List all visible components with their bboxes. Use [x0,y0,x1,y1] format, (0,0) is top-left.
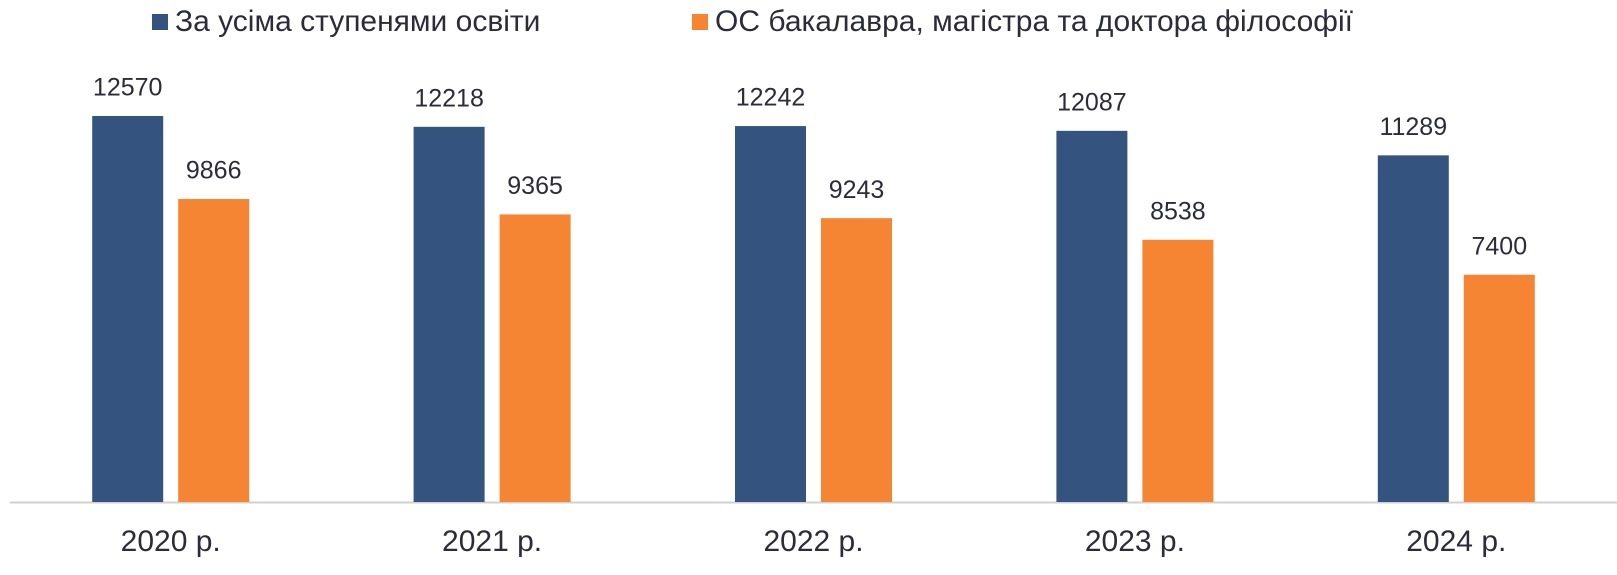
bar [92,116,164,502]
x-tick-label: 2020 р. [121,525,221,558]
bar [735,126,806,502]
bar [821,218,892,502]
data-label: 9365 [507,172,563,200]
data-label: 9243 [829,176,885,204]
legend-marker [692,14,708,30]
bar [1377,155,1449,503]
data-label: 11289 [1379,113,1447,141]
data-label: 9866 [186,157,242,185]
data-label: 8538 [1150,197,1206,225]
data-label: 12570 [93,74,163,102]
bar [1463,274,1535,502]
legend-label: За усіма ступенями освіти [175,5,540,38]
bar [413,126,485,502]
data-label: 12242 [736,84,806,112]
data-label: 7400 [1471,232,1527,260]
x-tick-label: 2021 р. [442,525,542,558]
bar [1142,239,1214,502]
legend-label: ОС бакалавра, магістра та доктора філосо… [715,5,1354,38]
x-tick-label: 2024 р. [1406,525,1506,558]
legend-marker [152,14,168,30]
x-tick-label: 2023 р. [1085,525,1185,558]
data-label: 12218 [414,84,484,112]
data-label: 12087 [1057,88,1127,116]
bar [1056,130,1128,503]
x-tick-label: 2022 р. [763,525,863,558]
bar [178,199,250,502]
bar [499,214,571,502]
